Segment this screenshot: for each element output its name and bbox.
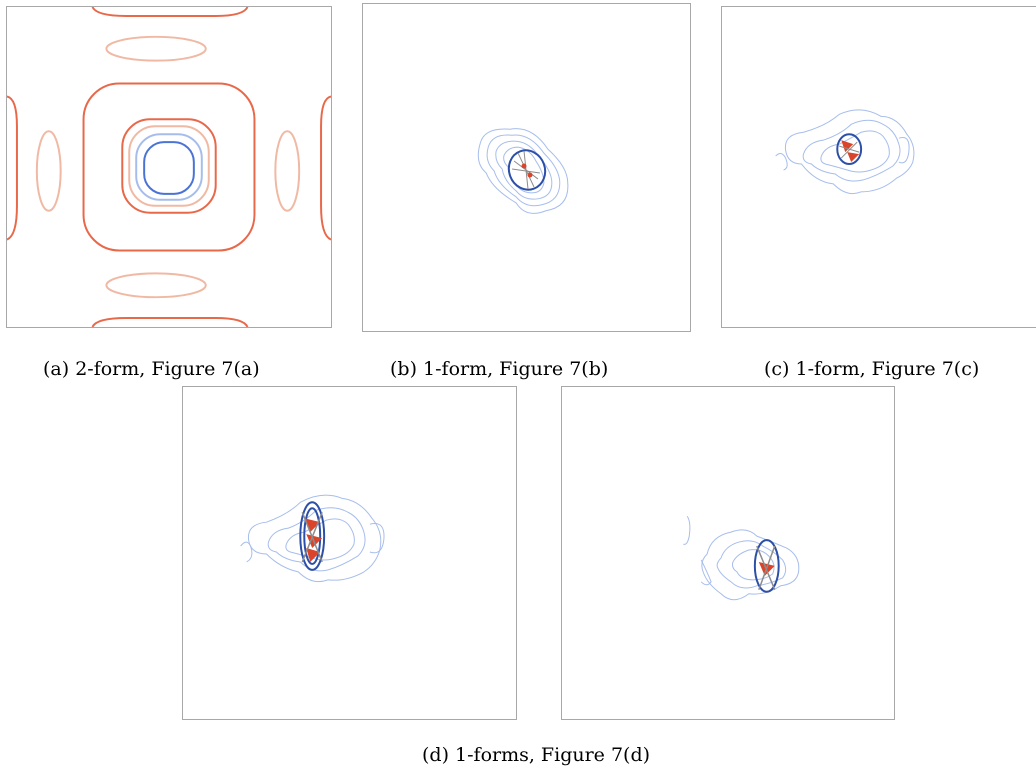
panel-b-plot: [362, 3, 691, 332]
contour-outer-square: [82, 82, 256, 252]
panel-c-plot: [721, 6, 1036, 328]
panel-c-contours: [775, 109, 915, 195]
contour-left-ellipse: [35, 130, 62, 212]
contour-inner-square: [128, 125, 210, 207]
panel-d-left-contours: [240, 494, 385, 583]
contour-core: [753, 539, 780, 593]
contour-top-edge: [91, 7, 249, 17]
contour-bottom-ellipse: [105, 272, 207, 299]
contour-outer: [784, 109, 915, 195]
caption-d: (d) 1-forms, Figure 7(d): [422, 744, 651, 766]
panel-d-left-plot: [182, 386, 517, 720]
contour-inner-blue-1: [135, 133, 203, 201]
contour-right-ellipse: [274, 130, 301, 212]
contour-core-1: [299, 501, 326, 571]
panel-d-right-plot: [561, 386, 895, 720]
contour-left-edge: [7, 95, 18, 241]
caption-c: (c) 1-form, Figure 7(c): [764, 358, 980, 380]
contour-top-ellipse: [105, 35, 207, 62]
panel-a-contours: [7, 7, 331, 327]
contour-mid-square: [121, 118, 217, 214]
caption-b: (b) 1-form, Figure 7(b): [390, 358, 609, 380]
contour-outer: [701, 529, 800, 601]
contour-bottom-edge: [91, 317, 249, 327]
panel-d-right-contours: [683, 515, 800, 601]
contour-core: [507, 149, 547, 191]
contour-inner-blue-2: [143, 141, 195, 195]
contour-outer: [477, 128, 569, 214]
panel-b-contours: [477, 128, 569, 214]
contour-right-edge: [320, 95, 331, 241]
panel-a-plot: [6, 6, 332, 328]
caption-a: (a) 2-form, Figure 7(a): [43, 358, 260, 380]
contour-core: [836, 133, 863, 166]
